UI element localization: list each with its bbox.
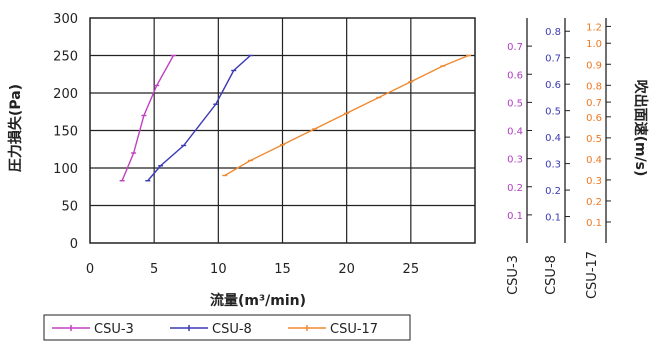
legend-box (43, 314, 411, 341)
y-tick-label: 300 (53, 12, 78, 27)
secondary-tick-label-CSU-17: 0.4 (586, 155, 602, 166)
secondary-tick-label-CSU-8: 0.3 (545, 160, 561, 171)
secondary-tick-label-CSU-3: 0.5 (507, 98, 523, 109)
x-tick-label: 20 (338, 262, 355, 277)
y-tick-label: 150 (53, 125, 78, 140)
legend-label-CSU-17: CSU-17 (330, 322, 378, 337)
x-tick-labels: 0 5 10 15 20 25 (86, 262, 419, 277)
x-tick-label: 5 (150, 262, 158, 277)
secondary-tick-label-CSU-17: 1.2 (586, 22, 602, 33)
y-tick-label: 50 (61, 200, 78, 215)
secondary-tick-label-CSU-17: 0.6 (586, 113, 602, 124)
plot-border (89, 17, 476, 244)
secondary-tick-label-CSU-17: 0.3 (586, 176, 602, 187)
secondary-axis-label-CSU-3: CSU-3 (506, 255, 521, 295)
secondary-tick-label-CSU-8: 0.2 (545, 186, 561, 197)
secondary-axis-label-CSU-17: CSU-17 (585, 251, 600, 299)
secondary-tick-label-CSU-8: 0.6 (545, 80, 561, 91)
series-line-CSU-8 (147, 54, 251, 182)
secondary-tick-label-CSU-3: 0.1 (507, 211, 523, 222)
secondary-tick-label-CSU-8: 0.7 (545, 54, 561, 65)
secondary-tick-label-CSU-17: 0.1 (586, 218, 602, 229)
secondary-tick-label-CSU-8: 0.4 (545, 133, 561, 144)
legend-label-CSU-8: CSU-8 (212, 322, 252, 337)
secondary-tick-label-CSU-8: 0.5 (545, 107, 561, 118)
y-axis-title: 圧力損失(Pa) (7, 84, 24, 172)
secondary-tick-label-CSU-8: 0.8 (545, 27, 561, 38)
secondary-axes: 0.1 0.2 0.3 0.4 0.5 0.6 0.7 CSU-3 0.1 0.2 0.3 0.4 0.… (506, 18, 611, 299)
secondary-tick-label-CSU-3: 0.3 (507, 155, 523, 166)
plot-frame (89, 17, 476, 244)
secondary-tick-label-CSU-17: 1.0 (586, 39, 602, 50)
y-tick-labels: 0 50 100 150 200 250 300 (53, 12, 78, 252)
secondary-tick-label-CSU-3: 0.4 (507, 127, 523, 138)
x-tick-label: 10 (210, 262, 227, 277)
y-tick-label: 100 (53, 162, 78, 177)
x-axis-title: 流量(m³/min) (210, 292, 306, 309)
right-axis-title: 吹出面速(m/s) (632, 80, 649, 177)
secondary-tick-label-CSU-17: 0.7 (586, 98, 602, 109)
y-tick-label: 250 (53, 50, 78, 65)
x-tick-label: 25 (403, 262, 420, 277)
secondary-tick-label-CSU-17: 0.2 (586, 197, 602, 208)
secondary-tick-label-CSU-8: 0.1 (545, 213, 561, 224)
x-tick-label: 0 (86, 262, 94, 277)
secondary-tick-label-CSU-3: 0.6 (507, 70, 523, 81)
legend: CSU-3 CSU-8 CSU-17 (43, 314, 411, 341)
secondary-tick-label-CSU-17: 0.9 (586, 60, 602, 71)
y-tick-label: 200 (53, 87, 78, 102)
y-tick-label: 0 (70, 237, 78, 252)
legend-label-CSU-3: CSU-3 (94, 322, 134, 337)
series-layer (119, 54, 472, 182)
secondary-tick-label-CSU-17: 0.8 (586, 81, 602, 92)
secondary-tick-label-CSU-3: 0.7 (507, 42, 523, 53)
secondary-tick-label-CSU-3: 0.2 (507, 183, 523, 194)
secondary-axis-label-CSU-8: CSU-8 (544, 255, 559, 295)
secondary-tick-label-CSU-17: 0.5 (586, 134, 602, 145)
x-tick-label: 15 (274, 262, 291, 277)
